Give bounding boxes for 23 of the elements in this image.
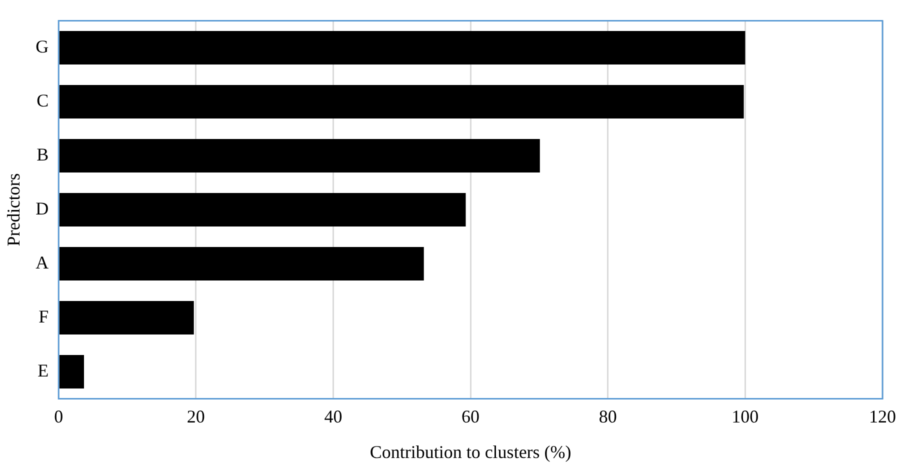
x-tick-label: 40 (324, 406, 342, 426)
bar (59, 355, 84, 389)
x-tick-label: 80 (598, 406, 617, 426)
y-tick-label: G (36, 36, 49, 57)
x-tick-label: 0 (54, 406, 64, 426)
y-tick-label: A (36, 252, 49, 273)
x-tick-label: 120 (869, 406, 896, 426)
x-tick-label: 60 (462, 406, 480, 426)
bar (59, 139, 540, 173)
x-tick-label: 100 (732, 406, 759, 426)
bar (59, 193, 466, 227)
x-axis-title: Contribution to clusters (%) (370, 442, 572, 462)
y-tick-label: D (36, 198, 49, 219)
y-tick-label: E (38, 360, 49, 381)
bar (59, 31, 746, 65)
y-tick-label: F (38, 306, 49, 327)
y-axis-title: Predictors (4, 173, 24, 246)
bar (59, 85, 744, 119)
bar (59, 301, 194, 335)
y-tick-label: B (36, 144, 49, 165)
bar (59, 247, 424, 281)
y-tick-label: C (36, 90, 49, 111)
x-tick-label: 20 (186, 406, 205, 426)
